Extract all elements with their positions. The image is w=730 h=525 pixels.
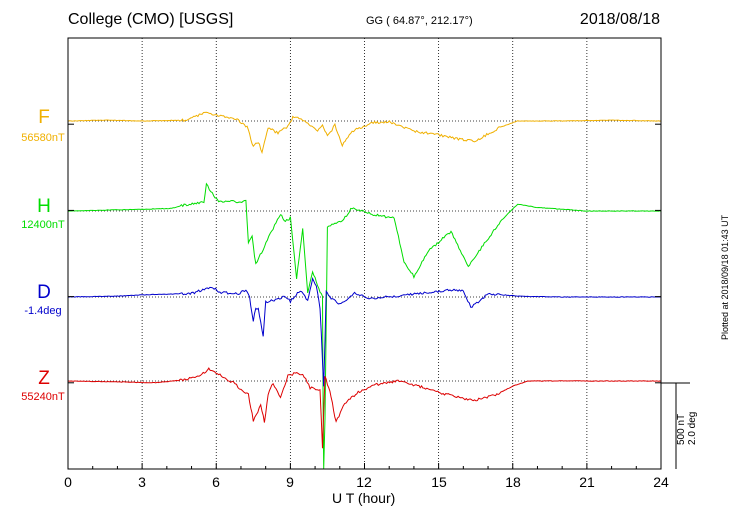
x-tick-label: 12 bbox=[356, 474, 372, 490]
grid bbox=[68, 38, 661, 469]
series-line-d bbox=[67, 276, 661, 387]
baseline-h: 12400nT bbox=[21, 219, 65, 231]
scale-label-deg: 2.0 deg bbox=[687, 411, 698, 445]
trace-layer bbox=[67, 111, 662, 470]
x-tick-label: 3 bbox=[138, 474, 146, 490]
series-line-h bbox=[67, 182, 662, 470]
component-label-h: H bbox=[37, 196, 51, 217]
station-coordinates: GG ( 64.87°, 212.17°) bbox=[366, 15, 473, 27]
x-tick-label: 0 bbox=[64, 474, 72, 490]
series-line-z bbox=[68, 367, 662, 449]
baseline-d: -1.4deg bbox=[24, 305, 62, 317]
series-line-f bbox=[67, 111, 662, 155]
station-title: College (CMO) [USGS] bbox=[68, 11, 234, 28]
plotted-timestamp: Plotted at 2018/09/18 01:43 UT bbox=[720, 214, 730, 340]
scale-label-nt: 500 nT bbox=[676, 413, 687, 445]
scale-bar bbox=[661, 382, 690, 469]
x-tick-label: 6 bbox=[212, 474, 220, 490]
component-label-z: Z bbox=[38, 368, 50, 389]
component-label-d: D bbox=[37, 282, 51, 303]
x-tick-label: 21 bbox=[579, 474, 595, 490]
baseline-z: 55240nT bbox=[21, 391, 65, 403]
x-tick-label: 18 bbox=[505, 474, 521, 490]
plot-date: 2018/08/18 bbox=[579, 11, 660, 28]
component-label-f: F bbox=[38, 107, 50, 128]
x-tick-label: 15 bbox=[431, 474, 447, 490]
x-axis-label: U T (hour) bbox=[332, 490, 396, 506]
x-tick-label: 9 bbox=[286, 474, 294, 490]
axis-ticks bbox=[67, 37, 662, 469]
baseline-f: 56580nT bbox=[21, 132, 65, 144]
x-tick-label: 24 bbox=[653, 474, 669, 490]
